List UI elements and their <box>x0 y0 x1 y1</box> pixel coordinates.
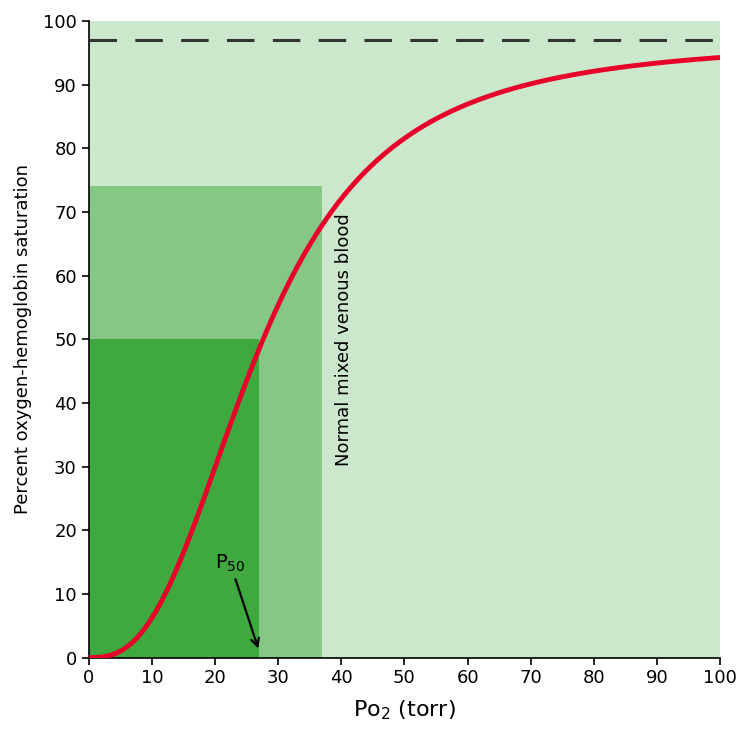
Bar <box>89 186 322 657</box>
Text: Normal mixed venous blood: Normal mixed venous blood <box>335 213 353 466</box>
Y-axis label: Percent oxygen-hemoglobin saturation: Percent oxygen-hemoglobin saturation <box>14 164 32 514</box>
Bar <box>89 339 259 657</box>
Text: P$_{50}$: P$_{50}$ <box>215 553 259 646</box>
X-axis label: Po$_2$ (torr): Po$_2$ (torr) <box>353 698 456 722</box>
